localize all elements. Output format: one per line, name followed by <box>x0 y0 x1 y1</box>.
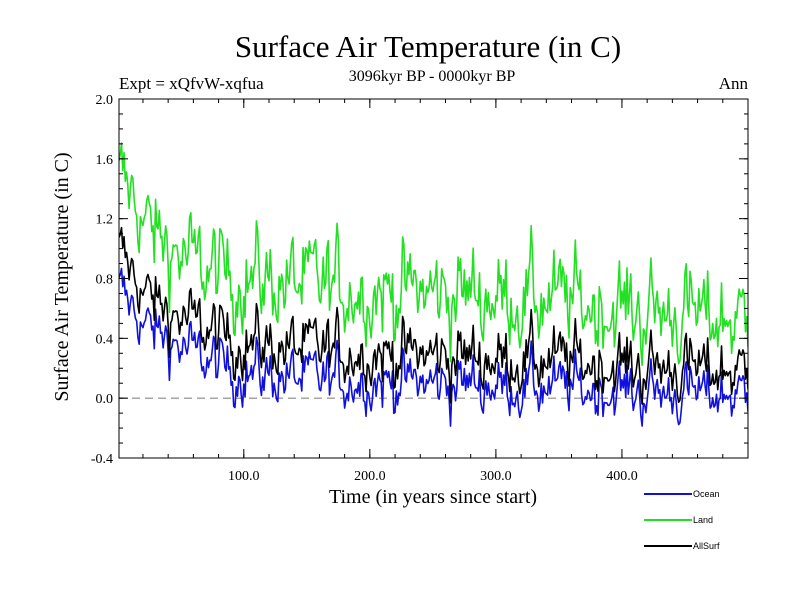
chart-subtitle: 3096kyr BP - 0000kyr BP <box>349 68 516 85</box>
y-tick-label: 1.6 <box>96 153 114 168</box>
legend: Ocean Land AllSurf <box>644 489 720 551</box>
x-tick-label: 100.0 <box>228 469 260 484</box>
legend-label-land: Land <box>693 515 713 525</box>
series-line-land <box>119 142 748 367</box>
series-line-ocean <box>119 267 748 427</box>
axis-ticks: -0.4 0.0 0.4 0.8 1.2 1.6 2.0 100.0 200.0 300.0 400… <box>91 93 748 484</box>
series-line-allsurf <box>119 226 748 405</box>
y-tick-label: 0.8 <box>96 273 114 288</box>
y-tick-label: 2.0 <box>96 93 114 108</box>
legend-label-ocean: Ocean <box>693 489 720 499</box>
x-tick-label: 400.0 <box>606 469 638 484</box>
chart-title: Surface Air Temperature (in C) <box>235 29 621 64</box>
y-tick-label: -0.4 <box>91 452 113 467</box>
experiment-label: Expt = xQfvW-xqfua <box>119 74 264 93</box>
x-tick-label: 300.0 <box>480 469 512 484</box>
x-tick-label: 200.0 <box>354 469 386 484</box>
legend-label-allsurf: AllSurf <box>693 541 720 551</box>
y-tick-label: 0.4 <box>96 332 114 347</box>
season-label: Ann <box>719 74 749 93</box>
plot-frame <box>118 98 749 459</box>
y-tick-label: 0.0 <box>96 392 114 407</box>
y-tick-label: 1.2 <box>96 213 114 228</box>
x-axis-label: Time (in years since start) <box>329 486 537 508</box>
plot-area <box>118 98 749 459</box>
y-axis-label: Surface Air Temperature (in C) <box>51 152 73 401</box>
